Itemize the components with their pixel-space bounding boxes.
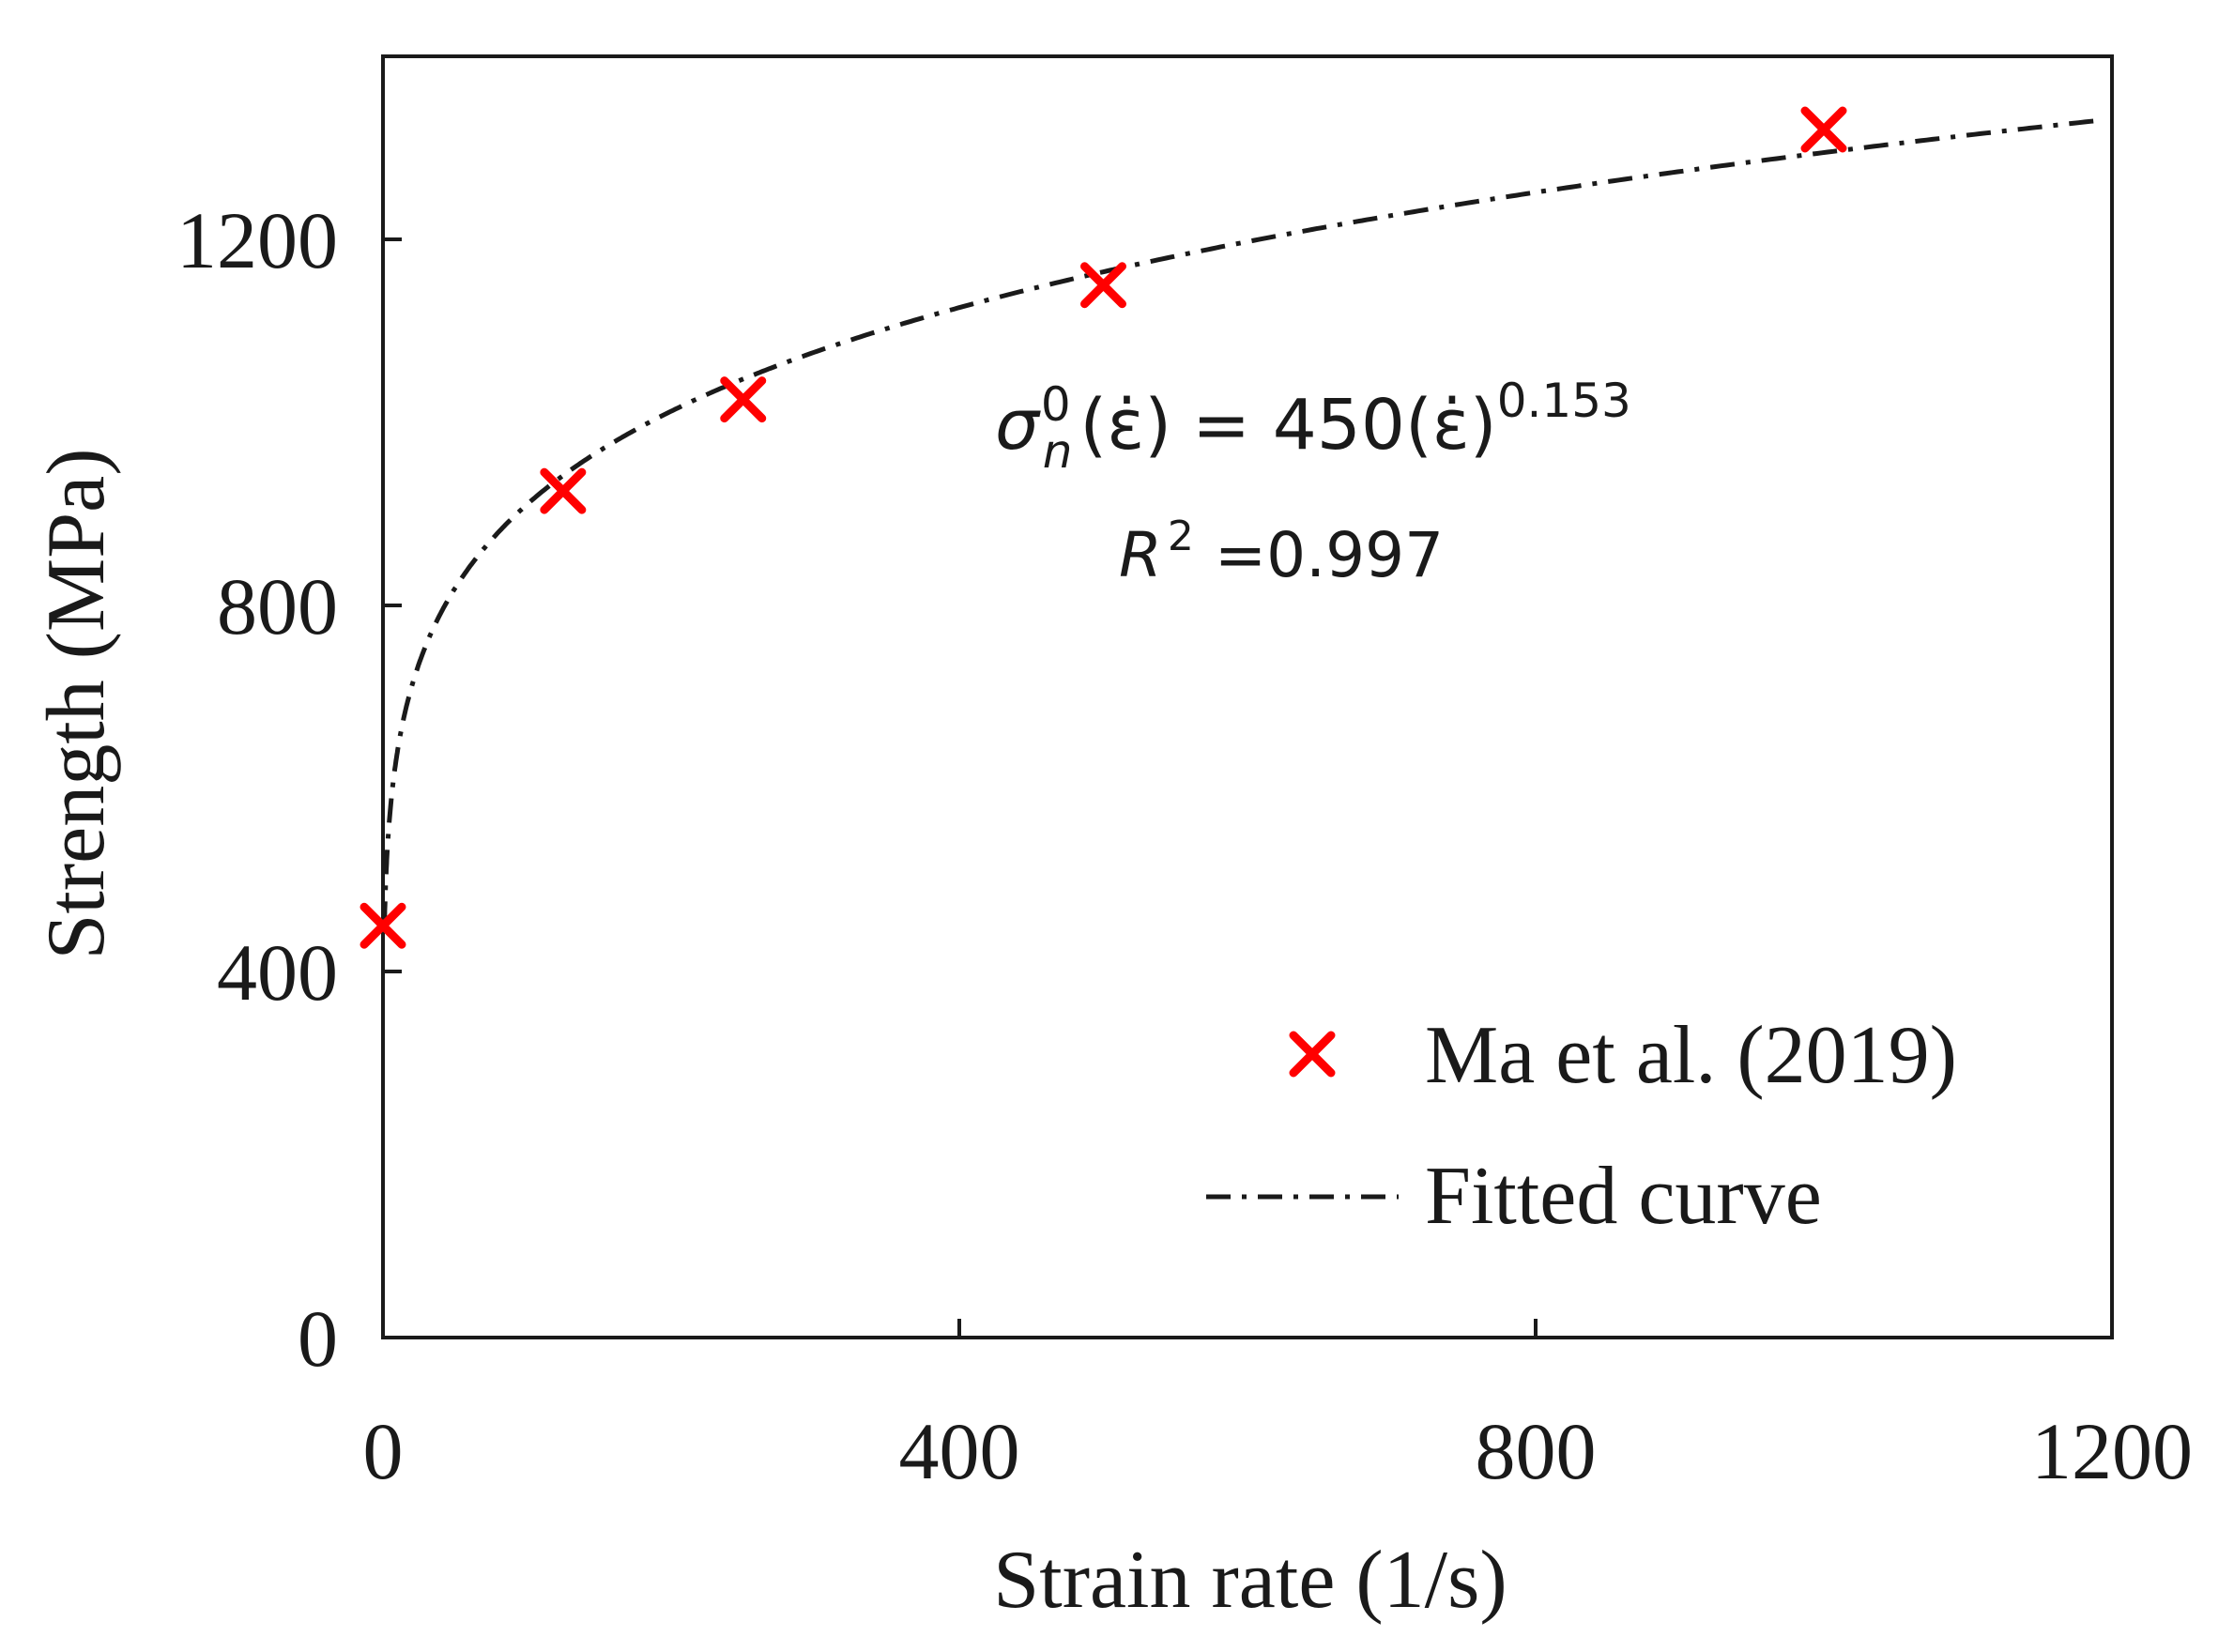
equation-annotation: σ0 n (ε̇) = 450(ε̇)0.153	[995, 374, 1631, 479]
legend: Ma et al. (2019) Fitted curve	[1206, 1010, 1957, 1242]
scatter-markers	[360, 106, 1847, 949]
equation-sup-zero: 0	[1041, 377, 1071, 432]
y-axis-title: Strength (MPa)	[31, 448, 122, 959]
y-tick-label: 1200	[176, 195, 338, 285]
plot-area-frame	[381, 54, 2114, 1339]
fitted-curve-line	[382, 118, 2098, 926]
x-axis-title: Strain rate (1/s)	[993, 1535, 1507, 1626]
equation-sub-n: n	[1043, 424, 1073, 479]
equation-rhs: = 450(ε̇)	[1192, 385, 1497, 466]
x-tick-label: 400	[899, 1406, 1020, 1496]
y-tick-label: 800	[217, 561, 338, 651]
equation-exponent: 0.153	[1497, 374, 1631, 428]
x-tick-label: 0	[363, 1406, 404, 1496]
x-tick-label: 1200	[2031, 1406, 2193, 1496]
y-tick-label: 400	[217, 927, 338, 1017]
x-tick-label: 800	[1476, 1406, 1597, 1496]
equation-lhs-arg: (ε̇)	[1079, 385, 1171, 466]
x-axis-ticks: 0 400 800 1200	[363, 1319, 2193, 1496]
y-axis-ticks: 0 400 800 1200	[176, 195, 402, 1384]
equation-sigma: σ	[995, 385, 1041, 466]
r-squared-r: R	[1119, 519, 1162, 591]
r-squared-value: =0.997	[1215, 519, 1444, 591]
data-point-marker	[1800, 106, 1847, 153]
r-squared-annotation: R 2 =0.997	[1119, 512, 1444, 591]
legend-marker-icon	[1289, 1031, 1336, 1078]
legend-label-fit: Fitted curve	[1425, 1151, 1822, 1242]
data-point-marker	[540, 467, 587, 514]
y-tick-label: 0	[298, 1293, 338, 1384]
legend-label-data: Ma et al. (2019)	[1425, 1010, 1957, 1101]
r-squared-sup: 2	[1168, 512, 1194, 560]
data-point-marker	[720, 376, 767, 423]
data-point-marker	[360, 902, 406, 949]
data-point-marker	[1080, 262, 1126, 309]
